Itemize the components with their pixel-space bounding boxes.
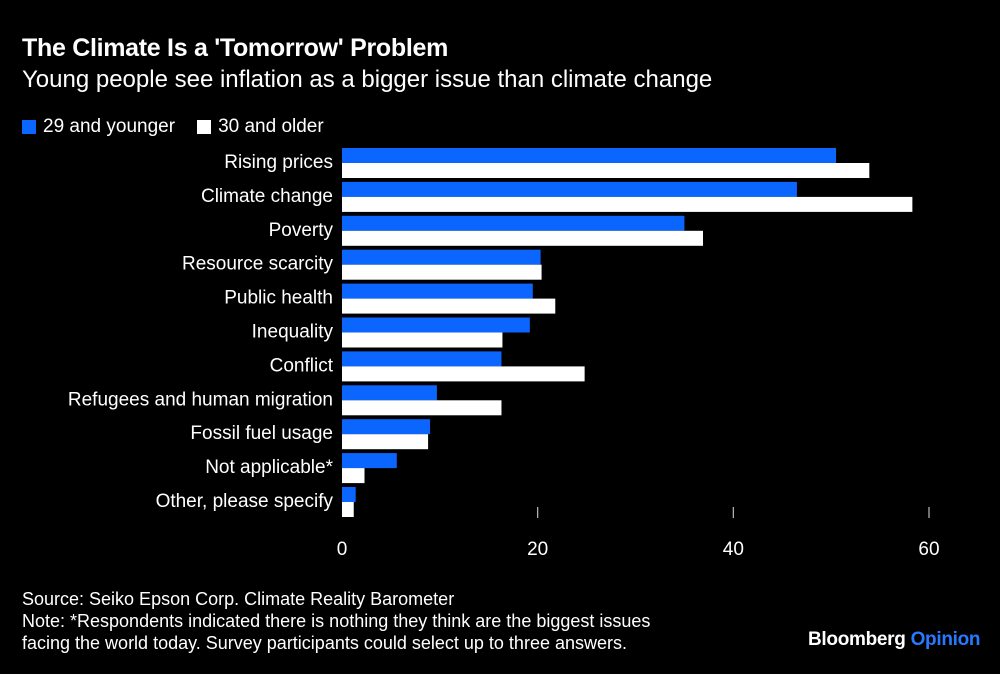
bar-30-and-older — [342, 298, 556, 314]
source-text: Source: Seiko Epson Corp. Climate Realit… — [22, 589, 455, 609]
bar-30-and-older — [342, 400, 502, 416]
category-label: Public health — [224, 288, 333, 309]
chart-title: The Climate Is a 'Tomorrow' Problem — [22, 34, 449, 62]
category-label: Fossil fuel usage — [190, 423, 333, 444]
bloomberg-opinion-logo: Bloomberg Opinion — [808, 629, 981, 651]
bar-29-and-younger — [342, 385, 437, 401]
bar-30-and-older — [342, 434, 429, 450]
bar-29-and-younger — [342, 215, 685, 231]
bar-30-and-older — [342, 230, 704, 246]
legend-item-young: 29 and younger — [22, 116, 175, 138]
bar-29-and-younger — [342, 453, 397, 469]
bar-29-and-younger — [342, 148, 837, 163]
bar-30-and-older — [342, 502, 354, 517]
legend-item-old: 30 and older — [197, 116, 324, 138]
footer-notes: Source: Seiko Epson Corp. Climate Realit… — [22, 588, 650, 654]
bar-30-and-older — [342, 264, 542, 280]
chart-subtitle: Young people see inflation as a bigger i… — [22, 66, 713, 93]
bar-30-and-older — [342, 196, 913, 212]
brand-section: Opinion — [910, 629, 981, 650]
x-tick-label: 40 — [723, 539, 744, 560]
legend-label-young: 29 and younger — [43, 116, 176, 137]
bar-29-and-younger — [342, 283, 533, 299]
x-tick-label: 0 — [337, 539, 348, 560]
bar-29-and-younger — [342, 351, 502, 367]
category-label: Not applicable* — [205, 457, 333, 478]
bar-30-and-older — [342, 163, 870, 178]
legend: 29 and younger 30 and older — [22, 116, 346, 138]
x-tick-label: 60 — [918, 539, 939, 560]
legend-label-old: 30 and older — [218, 116, 324, 137]
bar-29-and-younger — [342, 181, 797, 197]
bar-30-and-older — [342, 366, 585, 382]
category-label: Resource scarcity — [182, 254, 333, 275]
category-label: Conflict — [270, 355, 334, 376]
bar-chart: Rising prices Climate change Poverty Resour… — [68, 148, 940, 560]
bar-29-and-younger — [342, 317, 530, 333]
note-line-2: facing the world today. Survey participa… — [22, 633, 627, 653]
legend-swatch-young — [22, 120, 36, 134]
bar-30-and-older — [342, 468, 365, 484]
category-label: Inequality — [252, 322, 334, 343]
bar-29-and-younger — [342, 487, 356, 502]
x-tick-label: 20 — [527, 539, 548, 560]
note-line-1: Note: *Respondents indicated there is no… — [22, 611, 651, 631]
bar-29-and-younger — [342, 249, 541, 265]
category-label: Other, please specify — [156, 491, 334, 512]
category-label: Rising prices — [224, 152, 333, 173]
legend-swatch-old — [197, 120, 212, 134]
brand-name: Bloomberg — [808, 629, 906, 650]
category-label: Poverty — [269, 220, 334, 241]
bar-30-and-older — [342, 332, 503, 348]
category-label: Climate change — [201, 186, 333, 207]
category-label: Refugees and human migration — [68, 389, 333, 410]
bar-29-and-younger — [342, 419, 431, 435]
